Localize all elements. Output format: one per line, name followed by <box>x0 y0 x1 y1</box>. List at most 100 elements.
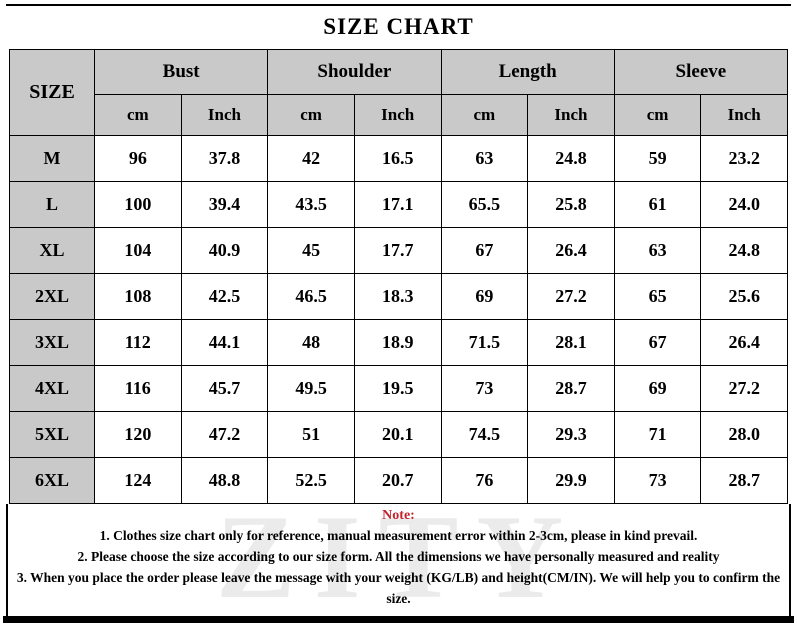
size-label: L <box>9 181 95 228</box>
note-content: Note: 1. Clothes size chart only for ref… <box>8 504 789 610</box>
measurement-cell: 27.2 <box>527 273 615 320</box>
measurement-cell: 26.4 <box>700 319 788 366</box>
unit-header-inch: Inch <box>527 94 615 136</box>
measurement-cell: 27.2 <box>700 365 788 412</box>
table-row: L 100 39.4 43.5 17.1 65.5 25.8 61 24.0 <box>9 181 788 228</box>
table-row: XL 104 40.9 45 17.7 67 26.4 63 24.8 <box>9 227 788 274</box>
measurement-cell: 26.4 <box>527 227 615 274</box>
measurement-cell: 124 <box>94 457 182 504</box>
measurement-cell: 28.0 <box>700 411 788 458</box>
measurement-cell: 67 <box>613 319 702 366</box>
measurement-cell: 69 <box>613 365 702 412</box>
measurement-cell: 29.9 <box>527 457 615 504</box>
note-box: ZITY Note: 1. Clothes size chart only fo… <box>6 504 791 616</box>
measurement-cell: 61 <box>613 181 702 228</box>
note-line: 1. Clothes size chart only for reference… <box>99 528 698 543</box>
measurement-cell: 63 <box>440 135 529 182</box>
measurement-cell: 28.7 <box>700 457 788 504</box>
measurement-cell: 65 <box>613 273 702 320</box>
measurement-cell: 29.3 <box>527 411 615 458</box>
column-group-sleeve: Sleeve <box>613 49 789 95</box>
table-row: 2XL 108 42.5 46.5 18.3 69 27.2 65 25.6 <box>9 273 788 320</box>
unit-header-cm: cm <box>613 94 702 136</box>
measurement-cell: 65.5 <box>440 181 529 228</box>
measurement-cell: 44.1 <box>180 319 269 366</box>
measurement-cell: 25.6 <box>700 273 788 320</box>
measurement-cell: 51 <box>267 411 355 458</box>
measurement-cell: 18.9 <box>353 319 442 366</box>
note-heading: Note: <box>382 508 415 523</box>
measurement-cell: 100 <box>94 181 182 228</box>
measurement-cell: 17.7 <box>353 227 442 274</box>
measurement-cell: 37.8 <box>180 135 269 182</box>
bottom-divider <box>3 616 794 623</box>
size-column-header: SIZE <box>9 49 95 136</box>
measurement-cell: 24.8 <box>700 227 788 274</box>
measurement-cell: 42 <box>267 135 355 182</box>
unit-header-row: cm Inch cm Inch cm Inch cm Inch <box>10 94 788 136</box>
measurement-cell: 73 <box>440 365 529 412</box>
measurement-cell: 71.5 <box>440 319 529 366</box>
measurement-cell: 116 <box>94 365 182 412</box>
unit-header-cm: cm <box>94 94 182 136</box>
measurement-cell: 108 <box>94 273 182 320</box>
measurement-cell: 19.5 <box>353 365 442 412</box>
measurement-cell: 25.8 <box>527 181 615 228</box>
unit-header-inch: Inch <box>353 94 442 136</box>
measurement-cell: 18.3 <box>353 273 442 320</box>
unit-header-inch: Inch <box>700 94 788 136</box>
size-label: 4XL <box>9 365 95 412</box>
size-label: 5XL <box>9 411 95 458</box>
size-label: 2XL <box>9 273 95 320</box>
size-label: M <box>9 135 95 182</box>
top-divider <box>6 4 791 6</box>
measurement-cell: 76 <box>440 457 529 504</box>
table-row: M 96 37.8 42 16.5 63 24.8 59 23.2 <box>9 135 788 182</box>
measurement-cell: 46.5 <box>267 273 355 320</box>
measurement-cell: 69 <box>440 273 529 320</box>
measurement-cell: 28.1 <box>527 319 615 366</box>
measurement-cell: 24.8 <box>527 135 615 182</box>
measurement-cell: 48.8 <box>180 457 269 504</box>
measurement-cell: 48 <box>267 319 355 366</box>
measurement-cell: 20.1 <box>353 411 442 458</box>
measurement-cell: 17.1 <box>353 181 442 228</box>
measurement-cell: 23.2 <box>700 135 788 182</box>
measurement-cell: 52.5 <box>267 457 355 504</box>
measurement-cell: 39.4 <box>180 181 269 228</box>
measurement-cell: 20.7 <box>353 457 442 504</box>
page-title: SIZE CHART <box>323 14 474 39</box>
column-group-shoulder: Shoulder <box>267 49 442 95</box>
measurement-cell: 104 <box>94 227 182 274</box>
measurement-cell: 112 <box>94 319 182 366</box>
measurement-cell: 71 <box>613 411 702 458</box>
measurement-cell: 43.5 <box>267 181 355 228</box>
note-line: 3. When you place the order please leave… <box>16 569 781 606</box>
unit-header-cm: cm <box>440 94 529 136</box>
group-header-row: SIZE Bust Shoulder Length Sleeve <box>9 49 789 136</box>
measurement-cell: 63 <box>613 227 702 274</box>
brand-watermark: ZITY <box>215 504 582 616</box>
measurement-cell: 47.2 <box>180 411 269 458</box>
measurement-cell: 73 <box>613 457 702 504</box>
measurement-cell: 16.5 <box>353 135 442 182</box>
size-table-body: M 96 37.8 42 16.5 63 24.8 59 23.2 L 100 39.4 43.5 17.… <box>9 135 788 504</box>
measurement-cell: 28.7 <box>527 365 615 412</box>
size-label: XL <box>9 227 95 274</box>
unit-header-inch: Inch <box>180 94 269 136</box>
measurement-cell: 49.5 <box>267 365 355 412</box>
measurement-cell: 59 <box>613 135 702 182</box>
size-chart-table: SIZE Bust Shoulder Length Sleeve cm Inch… <box>9 49 789 504</box>
measurement-cell: 40.9 <box>180 227 269 274</box>
unit-header-cm: cm <box>267 94 355 136</box>
table-row: 4XL 116 45.7 49.5 19.5 73 28.7 69 27.2 <box>9 365 788 412</box>
table-row: 5XL 120 47.2 51 20.1 74.5 29.3 71 28.0 <box>9 411 788 458</box>
measurement-cell: 120 <box>94 411 182 458</box>
measurement-cell: 67 <box>440 227 529 274</box>
measurement-cell: 42.5 <box>180 273 269 320</box>
note-line: 2. Please choose the size according to o… <box>77 548 720 564</box>
size-label: 6XL <box>9 457 95 504</box>
table-row: 3XL 112 44.1 48 18.9 71.5 28.1 67 26.4 <box>9 319 788 366</box>
measurement-cell: 74.5 <box>440 411 529 458</box>
measurement-cell: 45 <box>267 227 355 274</box>
